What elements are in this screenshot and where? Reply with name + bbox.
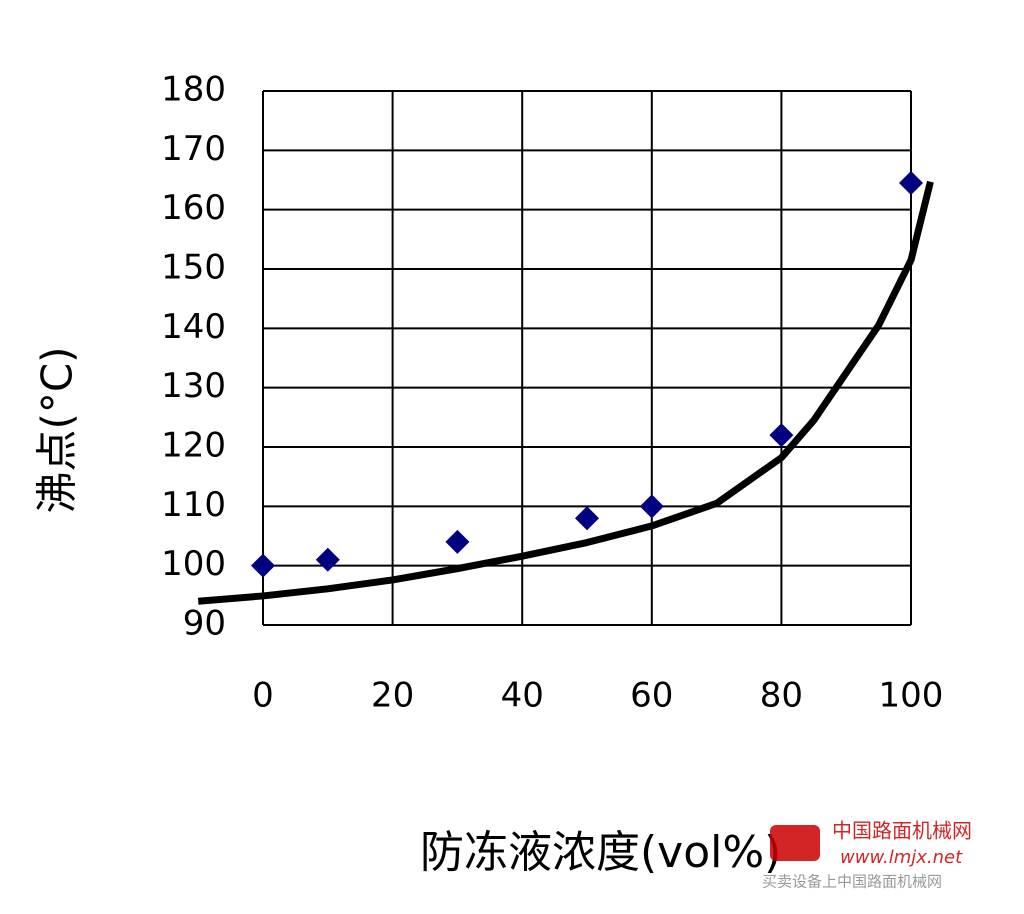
y-tick-label: 100 <box>161 544 226 584</box>
x-axis-title: 防冻液浓度(vol%) <box>420 827 781 878</box>
data-point <box>575 506 599 531</box>
x-tick-label: 40 <box>501 676 544 716</box>
y-axis-title: 沸点(°C) <box>33 346 82 513</box>
y-tick-label: 160 <box>161 188 226 228</box>
y-tick-label: 130 <box>161 366 226 406</box>
y-tick-label: 140 <box>161 307 226 347</box>
x-tick-label: 20 <box>371 676 414 716</box>
watermark-url: www.lmjx.net <box>840 847 963 868</box>
data-point <box>251 553 275 578</box>
data-point <box>899 170 923 195</box>
data-point <box>639 494 664 519</box>
watermark-logo <box>770 825 820 861</box>
watermark-slogan: 买卖设备上中国路面机械网 <box>762 873 942 891</box>
y-tick-label: 150 <box>161 248 226 288</box>
watermark-site: 中国路面机械网 <box>832 819 972 843</box>
y-tick-label: 180 <box>161 70 226 110</box>
data-point <box>445 529 470 554</box>
y-tick-label: 90 <box>183 604 226 644</box>
x-tick-label: 100 <box>879 676 944 716</box>
watermark: 中国路面机械网 www.lmjx.net 买卖设备上中国路面机械网 <box>762 819 972 891</box>
y-tick-label: 110 <box>161 485 226 525</box>
x-tick-label: 80 <box>760 676 803 716</box>
x-tick-label: 60 <box>630 676 673 716</box>
x-tick-label: 0 <box>252 676 274 716</box>
trend-line <box>197 180 934 605</box>
data-point <box>769 423 794 448</box>
y-tick-label: 170 <box>161 129 226 169</box>
y-tick-label: 120 <box>161 426 226 466</box>
data-point <box>315 547 340 572</box>
